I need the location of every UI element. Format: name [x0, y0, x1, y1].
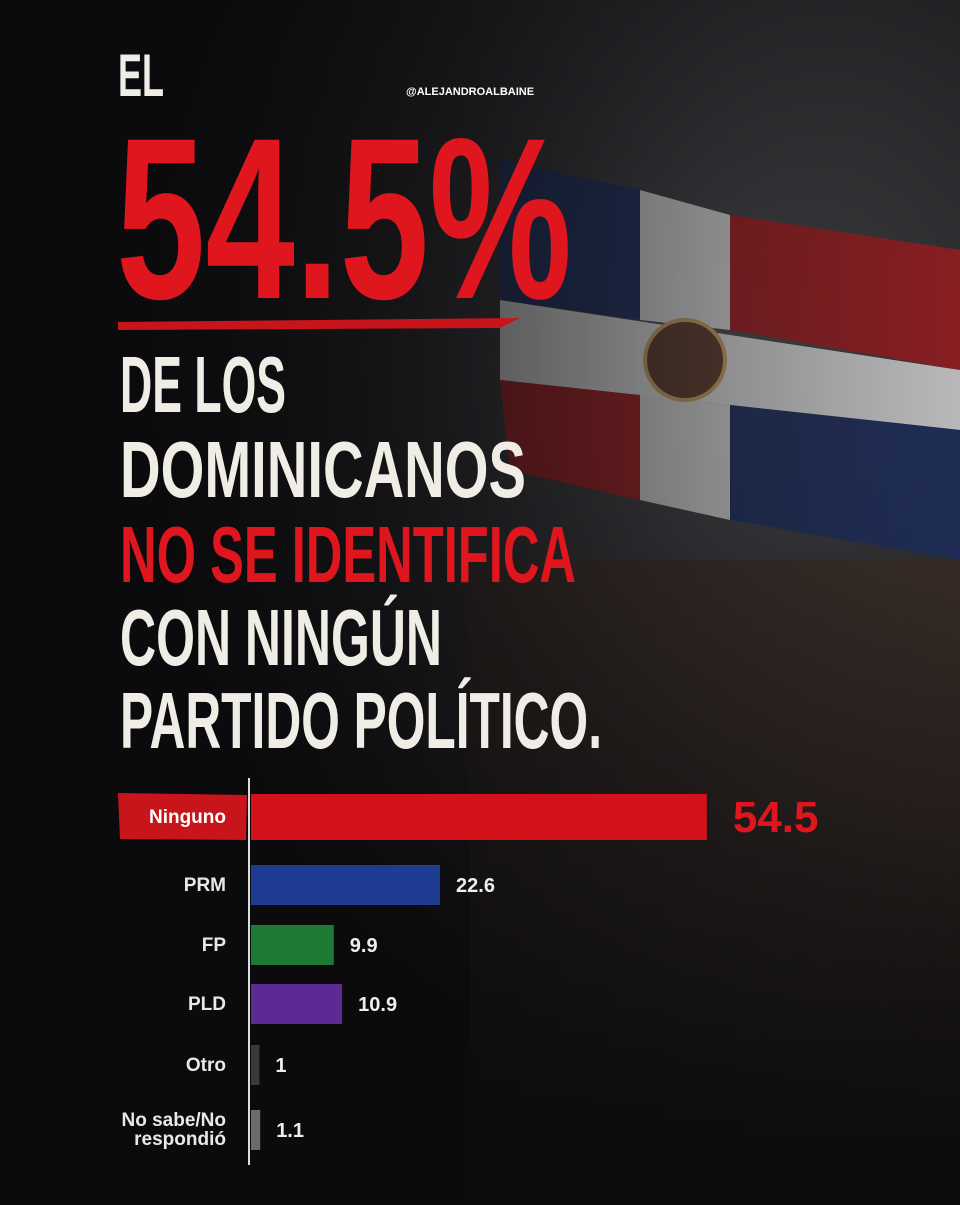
category-label-box: No sabe/No respondió: [121, 1110, 226, 1150]
bar: [251, 1045, 260, 1085]
value-label: 54.5: [733, 793, 819, 842]
category-label-box: Ninguno: [148, 806, 226, 828]
category-label: PRM: [183, 874, 226, 896]
category-label: Ninguno: [148, 806, 226, 828]
category-label: Otro: [185, 1054, 226, 1076]
value-label: 1: [275, 1055, 286, 1077]
headline: DOMINICANOS: [120, 425, 526, 514]
headline: DE LOS: [120, 340, 286, 429]
value-label: 1.1: [276, 1120, 304, 1142]
headline-highlight: NO SE IDENTIFICA: [120, 510, 576, 599]
highlight-box: [118, 793, 247, 840]
bar: [251, 865, 441, 905]
category-label: FP: [201, 934, 226, 956]
headline: CON NINGÚN: [120, 593, 442, 682]
category-label: No sabe/No respondió: [121, 1110, 226, 1150]
headline: EL: [118, 42, 164, 109]
value-label: 10.9: [358, 994, 397, 1016]
bar: [251, 794, 707, 840]
category-label-box: PLD: [188, 993, 226, 1015]
value-label: 22.6: [456, 875, 495, 897]
category-label-box: FP: [201, 934, 226, 956]
category-label-box: Otro: [185, 1054, 226, 1076]
headline: PARTIDO POLÍTICO.: [120, 676, 602, 765]
category-label: PLD: [188, 993, 226, 1015]
underline: [118, 318, 520, 330]
value-label: 9.9: [350, 935, 378, 957]
bar: [251, 984, 343, 1024]
handle: @ALEJANDROALBAINE: [406, 86, 534, 98]
bar: [251, 925, 334, 965]
category-label-box: PRM: [183, 874, 226, 896]
headline-number: 54.5%: [116, 90, 572, 347]
bar: [251, 1110, 261, 1150]
